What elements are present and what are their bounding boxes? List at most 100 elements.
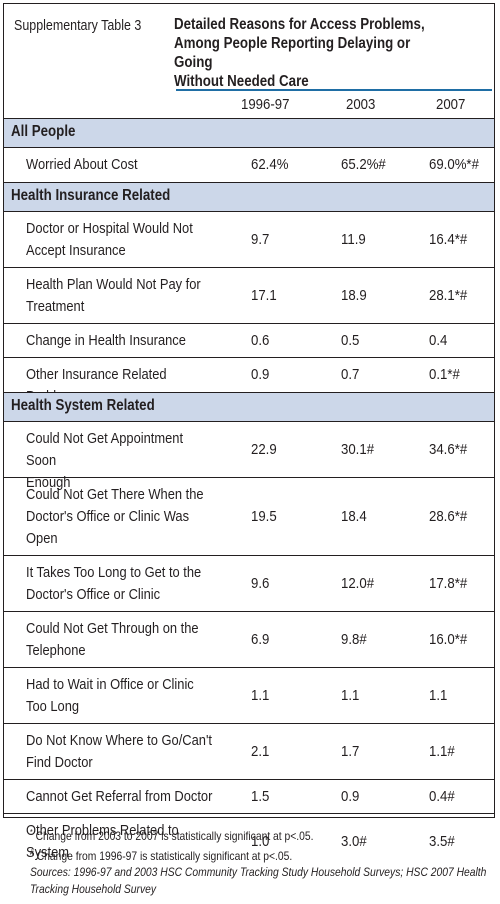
row-divider [4,667,494,668]
table-row: Doctor or Hospital Would Not Accept Insur… [4,212,494,268]
cell-2007: 1.1 [429,687,448,704]
cell-2003: 0.7 [341,366,360,383]
column-header-2007: 2007 [436,96,466,113]
row-label: Other Problems Related to System [26,820,215,864]
section-header: All People [4,118,494,148]
row-label-line: System [26,844,70,861]
cell-1996-97: 6.9 [251,631,270,648]
row-label-line: Other Problems Related to [26,822,179,839]
table-title-line: Among People Reporting Delaying or Going [174,35,411,71]
cell-1996-97: 17.1 [251,287,277,304]
table-title-line: Detailed Reasons for Access Problems, [174,16,425,33]
row-label: Health Plan Would Not Pay for Treatment [26,274,215,318]
row-label-line: Treatment [26,298,85,315]
footnote-significance-1996-97: # Change from 1996-97 is statistically s… [30,847,293,863]
row-label-line: It Takes Too Long to Get to the [26,564,202,581]
cell-1996-97: 1.5 [251,788,270,805]
table-row: Cannot Get Referral from Doctor 1.5 0.9 0.4… [4,780,494,814]
cell-2007: 16.0*# [429,631,468,648]
row-divider [4,813,494,814]
table-title-line: Without Needed Care [174,73,309,90]
section-title: Health Insurance Related [11,187,171,204]
table-title: Detailed Reasons for Access Problems, Am… [174,15,445,91]
table-row: Do Not Know Where to Go/Can't Find Doctor… [4,724,494,780]
table-label: Supplementary Table 3 [14,18,142,34]
cell-2003: 65.2%# [341,156,386,173]
row-label-line: Do Not Know Where to Go/Can't [26,732,213,749]
column-header-1996-97: 1996-97 [241,96,290,113]
cell-1996-97: 22.9 [251,441,277,458]
section-header: Health System Related [4,392,494,422]
cell-2003: 18.9 [341,287,367,304]
row-label: Had to Wait in Office or Clinic Too Long [26,674,215,718]
cell-2007: 3.5# [429,833,455,850]
row-label: Could Not Get There When the Doctor's Off… [26,484,215,550]
row-label-line: Doctor's Office or Clinic Was [26,508,190,525]
footnotes: * Change from 2003 to 2007 is statistica… [30,825,500,897]
row-label-line: Health Plan Would Not Pay for [26,276,201,293]
cell-2003: 11.9 [341,231,366,248]
cell-2007: 0.4 [429,332,448,349]
row-label-line: Telephone [26,642,86,659]
cell-2003: 30.1# [341,441,375,458]
cell-1996-97: 0.9 [251,366,270,383]
cell-1996-97: 0.6 [251,332,270,349]
row-label-line: Open [26,530,58,547]
cell-2003: 1.7 [341,743,360,760]
cell-2007: 69.0%*# [429,156,479,173]
table-row: Change in Health Insurance 0.6 0.5 0.4 [4,324,494,358]
footnote-sources-cont: Tracking Household Survey [30,881,157,896]
cell-1996-97: 19.5 [251,508,277,525]
cell-2003: 3.0# [341,833,367,850]
column-header-2003: 2003 [346,96,376,113]
row-label-line: Could Not Get Through on the [26,620,199,637]
row-label-line: Could Not Get There When the [26,486,204,503]
row-divider [4,779,494,780]
row-label-line: Doctor's Office or Clinic [26,586,161,603]
cell-2007: 1.1# [429,743,455,760]
cell-1996-97: 2.1 [251,743,270,760]
table-row: Health Plan Would Not Pay for Treatment 17… [4,268,494,324]
row-label: It Takes Too Long to Get to the Doctor's … [26,562,215,606]
row-divider [4,357,494,358]
table-row: It Takes Too Long to Get to the Doctor's … [4,556,494,612]
table-row: Could Not Get Appointment Soon Enough 22.9… [4,422,494,491]
section-title: All People [11,123,76,140]
cell-2007: 28.6*# [429,508,468,525]
cell-1996-97: 1.0 [251,833,270,850]
row-label: Change in Health Insurance [26,330,215,352]
row-divider [4,477,494,478]
row-divider [4,267,494,268]
row-label: Could Not Get Appointment Soon Enough [26,428,215,494]
row-label-line: Could Not Get Appointment Soon [26,430,184,469]
row-label-line: Too Long [26,698,80,715]
row-label-line: Accept Insurance [26,242,126,259]
footnote-sources: Sources: 1996-97 and 2003 HSC Community … [30,865,487,879]
row-label-line: Change in Health Insurance [26,332,186,349]
table-row: Other Insurance Related Problem0.90.70.1… [4,358,494,405]
row-divider [4,323,494,324]
table-row: Worried About Cost 62.4% 65.2%# 69.0%*# [4,148,494,182]
cell-2003: 9.8# [341,631,367,648]
cell-2003: 1.1 [341,687,360,704]
cell-2007: 17.8*# [429,575,468,592]
row-label-line: Enough [26,474,71,491]
row-label-line: Worried About Cost [26,156,138,173]
cell-2003: 18.4 [341,508,367,525]
title-rule [176,89,492,91]
row-label: Could Not Get Through on the Telephone [26,618,215,662]
row-label-line: Cannot Get Referral from Doctor [26,788,213,805]
row-divider [4,611,494,612]
cell-2003: 12.0# [341,575,375,592]
cell-1996-97: 1.1 [251,687,270,704]
cell-2007: 16.4*# [429,231,468,248]
footnote-significance-2003-2007: * Change from 2003 to 2007 is statistica… [30,828,314,843]
cell-2007: 28.1*# [429,287,468,304]
cell-2003: 0.5 [341,332,360,349]
row-divider [4,555,494,556]
row-label: Cannot Get Referral from Doctor [26,786,215,808]
row-label: Worried About Cost [26,154,215,176]
row-label-line: Had to Wait in Office or Clinic [26,676,194,693]
table-row: Other Problems Related to System 1.0 3.0# 3.… [4,814,494,870]
section-header: Health Insurance Related [4,182,494,212]
